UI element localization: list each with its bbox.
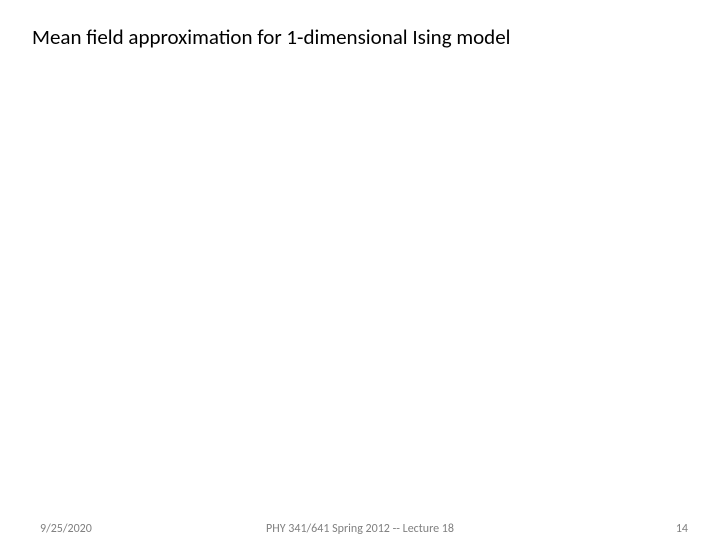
footer-date: 9/25/2020 — [40, 522, 92, 536]
footer-course: PHY 341/641 Spring 2012 -- Lecture 18 — [266, 522, 454, 536]
slide-title: Mean field approximation for 1-dimension… — [32, 24, 511, 50]
footer-page-number: 14 — [676, 522, 688, 536]
